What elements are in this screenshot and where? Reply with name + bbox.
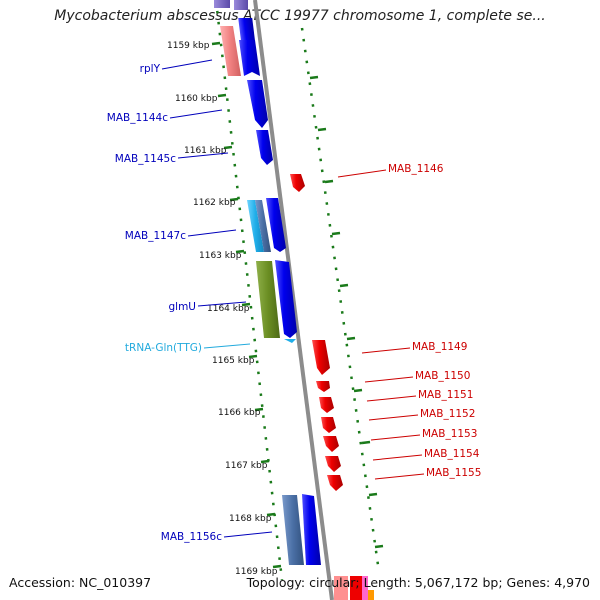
trna-leader [203, 343, 251, 349]
gene-feature[interactable] [255, 200, 271, 252]
scale-label: 1161 kbp [184, 146, 227, 156]
gene-label: MAB_1149 [412, 341, 467, 353]
gene-label: rplY [140, 63, 161, 75]
gene-MAB_1146[interactable] [290, 174, 305, 192]
gene-MAB_1149[interactable] [312, 340, 330, 375]
scale-label: 1165 kbp [212, 356, 255, 366]
scale-label: 1168 kbp [229, 514, 272, 524]
scale-labels: 1159 kbp 1160 kbp 1161 kbp 1162 kbp 1163… [167, 41, 278, 577]
gene-rplY[interactable] [220, 26, 241, 76]
scale-label: 1163 kbp [199, 251, 242, 261]
reverse-leaders [337, 169, 425, 480]
gene-MAB_1155[interactable] [327, 475, 343, 491]
gene-MAB_1144c[interactable] [247, 80, 268, 128]
scale-label: 1159 kbp [167, 41, 210, 51]
summary-text: Topology: circular; Length: 5,067,172 bp… [246, 575, 590, 590]
gene-feature[interactable] [234, 0, 248, 10]
gene-MAB_1150[interactable] [316, 381, 330, 392]
left-tick-track [214, 0, 284, 581]
gene-label: MAB_1155 [426, 467, 481, 479]
gene-feature[interactable] [350, 576, 362, 600]
gene-label: MAB_1156c [161, 531, 222, 543]
gene-feature[interactable] [368, 590, 374, 600]
gene-feature[interactable] [214, 0, 230, 8]
gene-arrow[interactable] [239, 40, 260, 76]
gene-label: MAB_1147c [125, 230, 186, 242]
gene-tRNA[interactable] [284, 339, 296, 343]
scale-label: 1169 kbp [235, 567, 278, 577]
gene-label: MAB_1154 [424, 448, 480, 460]
gene-label: MAB_1144c [107, 112, 168, 124]
gene-MAB_1151[interactable] [319, 397, 334, 413]
major-ticks-left [211, 41, 282, 569]
scale-label: 1167 kbp [225, 461, 268, 471]
gene-arrow[interactable] [266, 198, 286, 252]
gene-feature[interactable] [238, 18, 255, 40]
gene-label: tRNA-Gln(TTG) [125, 342, 202, 354]
reverse-genes[interactable] [290, 174, 374, 600]
gene-MAB_1152[interactable] [321, 417, 336, 433]
backbone-line [253, 0, 334, 600]
right-tick-track [300, 27, 380, 566]
gene-label: MAB_1151 [418, 389, 473, 401]
gene-MAB_1156c[interactable] [282, 495, 304, 565]
forward-leaders [161, 59, 273, 538]
gene-feature[interactable] [362, 576, 368, 600]
major-ticks-right [309, 75, 384, 549]
gene-arrow[interactable] [275, 260, 297, 338]
forward-genes[interactable] [214, 0, 321, 565]
forward-labels: rplY MAB_1144c MAB_1145c MAB_1147c glmU … [107, 63, 222, 543]
gene-MAB_1147c[interactable] [247, 200, 264, 252]
gene-glmU[interactable] [256, 261, 280, 338]
gene-label: MAB_1145c [115, 153, 176, 165]
scale-label: 1166 kbp [218, 408, 261, 418]
gene-label: MAB_1146 [388, 163, 444, 175]
gene-feature[interactable] [334, 576, 348, 600]
gene-MAB_1153[interactable] [323, 436, 339, 452]
scale-label: 1160 kbp [175, 94, 218, 104]
gene-label: glmU [169, 301, 197, 313]
scale-label: 1162 kbp [193, 198, 236, 208]
gene-label: MAB_1152 [420, 408, 475, 420]
map-title: Mycobacterium abscessus ATCC 19977 chrom… [54, 8, 546, 24]
accession-text: Accession: NC_010397 [9, 575, 152, 590]
gene-label: MAB_1150 [415, 370, 470, 382]
gene-MAB_1145c[interactable] [256, 130, 273, 165]
gene-MAB_1154[interactable] [325, 456, 341, 472]
gene-label: MAB_1153 [422, 428, 477, 440]
scale-label: 1164 kbp [207, 304, 250, 314]
gene-arrow[interactable] [302, 494, 321, 565]
reverse-labels: MAB_1146 MAB_1149 MAB_1150 MAB_1151 MAB_… [388, 163, 481, 479]
